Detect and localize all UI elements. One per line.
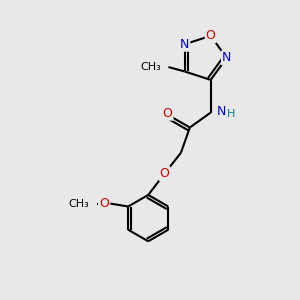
Text: N: N (222, 51, 231, 64)
Text: O: O (206, 29, 216, 42)
Text: CH₃: CH₃ (69, 199, 89, 208)
Text: O: O (163, 107, 172, 120)
Text: O: O (160, 167, 170, 180)
Text: O: O (99, 197, 109, 210)
Text: CH₃: CH₃ (140, 62, 161, 72)
Text: H: H (227, 109, 236, 119)
Text: N: N (180, 38, 189, 51)
Text: N: N (217, 105, 226, 118)
